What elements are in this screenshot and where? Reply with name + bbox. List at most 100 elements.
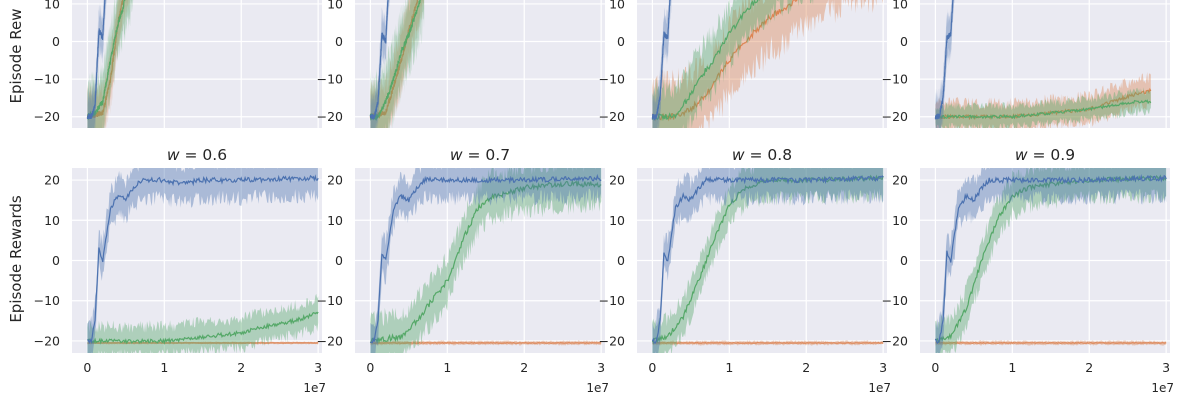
series-band-blue [370,168,602,353]
y-tick-label: −10 [34,293,60,308]
y-tick-label: 20 [44,173,60,188]
y-tick-label: 0 [900,253,908,268]
y-tick-label: −10 [317,72,343,87]
series-band-green [87,293,319,353]
series-line-orange [370,342,602,344]
series-group [651,168,884,353]
chart-panel: −20 −10 0 10 [34,0,322,128]
series-band-green [652,0,814,128]
y-tick-label: −20 [34,109,60,124]
series-band-orange [652,0,883,128]
chart-panel: −20 −10 0 10 [317,0,605,128]
x-tick-label: 2 [520,360,528,375]
y-tick-label: −20 [882,333,908,348]
y-tick-label: 0 [617,34,625,49]
series-line-green [369,179,602,344]
x-tick-label: 1 [443,360,451,375]
series-line-blue [651,175,884,344]
chart-panel: −20 −10 0 10 20 0 1 2 3 1e7 w = 0.8 [599,146,891,395]
series-group [651,0,883,128]
series-group [934,0,1152,128]
y-tick-label: −20 [599,109,625,124]
x-offset-label: 1e7 [1151,381,1174,395]
y-tick-label: 0 [52,34,60,49]
plot-area [637,0,887,128]
bottom-row-ylabel: Episode Rewards [7,195,25,323]
series-band-orange [935,72,1151,128]
x-tick-label: 0 [648,360,656,375]
series-band-green [652,168,884,353]
y-tick-label: 10 [44,213,60,228]
series-group [369,0,425,128]
series-group [369,168,602,353]
series-line-orange [651,0,798,122]
series-group [934,168,1167,353]
x-tick-label: 2 [802,360,810,375]
series-line-blue [370,173,602,344]
x-tick-label: 2 [237,360,245,375]
series-band-blue [87,168,319,353]
series-group [86,0,134,128]
x-tick-label: 1 [1008,360,1016,375]
x-offset-label: 1e7 [868,381,891,395]
x-tick-label: 3 [597,360,605,375]
top-row-ylabel: Episode Rew [7,9,25,104]
series-line-blue [934,0,954,120]
series-line-green [935,99,1152,120]
panel-title: w = 0.9 [1015,146,1075,164]
x-tick-label: 3 [1162,360,1170,375]
y-tick-label: −10 [317,293,343,308]
series-line-blue [86,0,106,120]
panel-title: w = 0.7 [450,146,510,164]
x-tick-label: 1 [160,360,168,375]
series-band-green [370,168,602,353]
series-line-blue [87,174,319,345]
y-tick-label: 10 [44,0,60,11]
series-line-blue [651,0,671,121]
series-line-green [369,0,422,122]
y-tick-label: 0 [617,253,625,268]
series-line-blue [934,174,1167,345]
y-tick-label: −10 [882,72,908,87]
y-tick-label: −20 [34,333,60,348]
series-line-orange [935,342,1167,344]
y-tick-label: 0 [335,253,343,268]
y-tick-label: 0 [335,34,343,49]
series-line-green [651,0,760,122]
x-offset-label: 1e7 [303,381,326,395]
chart-panel: −20 −10 0 10 20 0 1 2 3 1e7 w = 0.6 [34,146,326,395]
x-tick-label: 0 [83,360,91,375]
series-band-green [935,168,1167,353]
panel-title: w = 0.6 [167,146,227,164]
series-group [87,168,319,353]
series-band-blue [652,168,884,353]
y-tick-label: −20 [882,109,908,124]
y-tick-label: −10 [599,293,625,308]
y-tick-label: 20 [327,173,343,188]
series-band-orange [87,0,131,128]
series-line-green [935,174,1167,343]
y-tick-label: 10 [327,0,343,11]
series-line-green [87,311,319,345]
series-band-blue [935,168,1167,353]
chart-panel: −20 −10 0 10 [599,0,887,128]
plot-area [355,0,605,128]
chart-panel: −20 −10 0 10 [882,0,1170,128]
y-tick-label: 10 [327,213,343,228]
y-tick-label: −20 [599,333,625,348]
x-tick-label: 0 [931,360,939,375]
chart-panel: −20 −10 0 10 20 0 1 2 3 1e7 w = 0.7 [317,146,609,395]
series-line-orange [652,342,884,344]
series-line-orange [369,0,419,120]
y-tick-label: −20 [317,333,343,348]
series-line-green [651,174,884,345]
y-tick-label: 10 [892,0,908,11]
x-tick-label: 0 [366,360,374,375]
y-tick-label: −10 [34,72,60,87]
y-tick-label: −10 [599,72,625,87]
y-tick-label: 10 [609,0,625,11]
series-line-blue [369,0,389,120]
y-tick-label: 0 [52,253,60,268]
x-tick-label: 2 [1085,360,1093,375]
series-band-green [935,87,1151,128]
